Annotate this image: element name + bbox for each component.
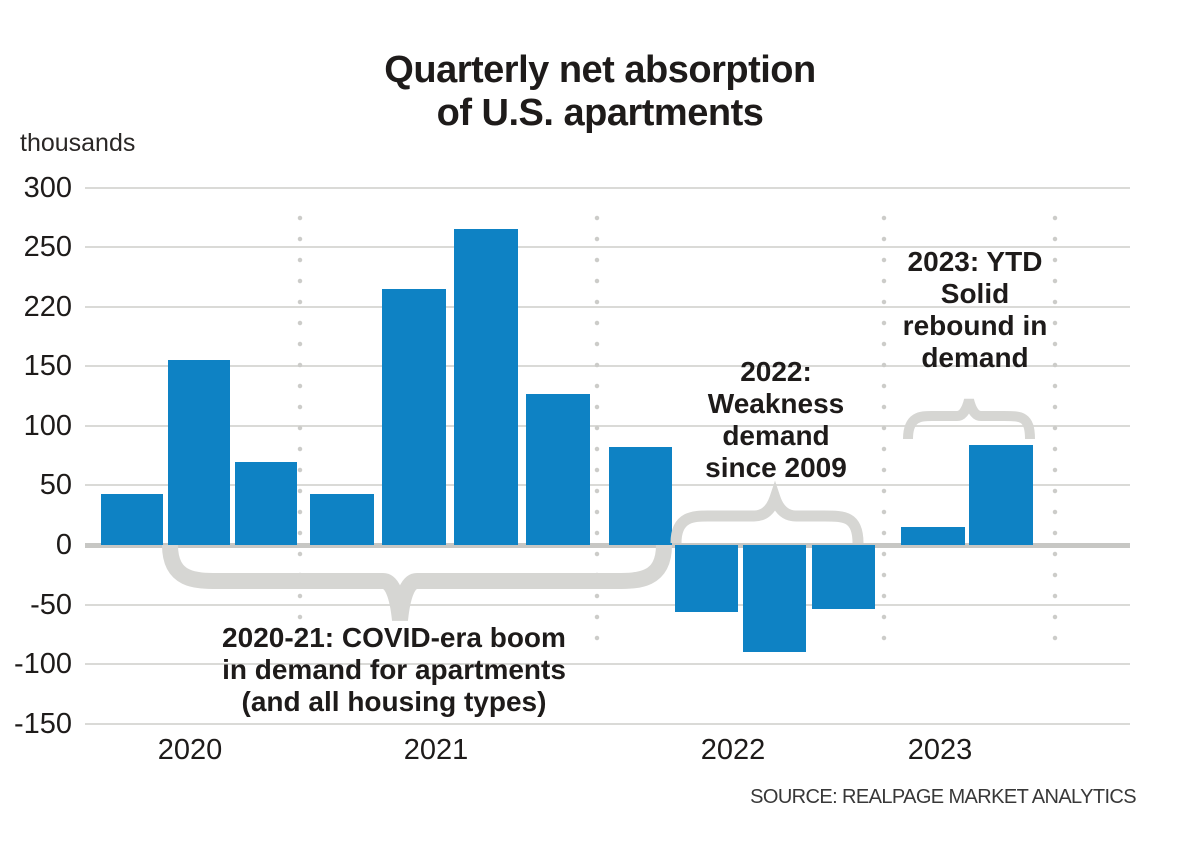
gridline-200	[85, 305, 1130, 308]
bar-2020-q1	[101, 494, 163, 545]
y-tick-label: -100	[13, 648, 72, 681]
gridline--150	[85, 722, 1130, 725]
bar-2022-q1	[609, 447, 672, 545]
bar-2021-q4	[526, 394, 590, 545]
annotation-line: 2023: YTD	[907, 246, 1043, 277]
bar-2023-q1	[901, 527, 965, 545]
gridline-300	[85, 186, 1130, 189]
annotation-brace-weak-2022	[670, 480, 864, 544]
gridline-100	[85, 424, 1130, 427]
gridline-150	[85, 365, 1130, 368]
bar-2021-q2	[382, 289, 446, 545]
x-axis-year-label: 2023	[907, 734, 973, 766]
bar-2020-q2	[168, 360, 230, 545]
annotation-line: Weakness	[707, 388, 845, 419]
annotation-line: demand	[722, 420, 830, 451]
x-axis-year-label: 2020	[157, 734, 223, 766]
y-axis-unit-label: thousands	[20, 129, 136, 157]
annotation-line: in demand for apartments	[222, 654, 566, 685]
annotation-weak-2022: 2022: Weakness demand since 2009	[626, 356, 926, 484]
annotation-line: (and all housing types)	[241, 686, 547, 717]
y-tick-label: 300	[23, 171, 72, 204]
annotation-rebound-2023: 2023: YTD Solid rebound in demand	[825, 246, 1125, 374]
source-credit: SOURCE: REALPAGE MARKET ANALYTICS	[750, 786, 1136, 808]
y-tick-label: 220	[23, 290, 72, 323]
annotation-line: demand	[921, 342, 1029, 373]
annotation-line: since 2009	[705, 452, 847, 483]
y-tick-label: 150	[23, 350, 72, 383]
bar-2021-q3	[454, 229, 518, 545]
annotation-brace-rebound-2023	[903, 398, 1035, 440]
annotation-line: 2022:	[740, 356, 812, 387]
gridline--50	[85, 603, 1130, 606]
bar-2022-q3	[743, 545, 806, 652]
annotation-line: rebound in	[902, 310, 1048, 341]
bar-2023-q2	[969, 445, 1033, 545]
annotation-line: Solid	[940, 278, 1010, 309]
bar-2022-q4	[812, 545, 875, 609]
annotation-brace-boom-2020-21	[162, 544, 672, 621]
gridline-250	[85, 246, 1130, 249]
y-tick-label: 0	[55, 529, 72, 561]
y-tick-label: -50	[30, 588, 72, 621]
x-axis-year-label: 2021	[403, 734, 469, 766]
y-tick-label: 50	[39, 469, 72, 502]
bar-2020-q3	[235, 462, 297, 545]
page-title: Quarterly net absorption of U.S. apartme…	[0, 49, 1200, 135]
y-tick-label: 250	[23, 231, 72, 264]
page-title-line-2: of U.S. apartments	[436, 92, 764, 134]
page-title-line-1: Quarterly net absorption	[384, 49, 816, 91]
gridline--100	[85, 663, 1130, 666]
annotation-boom-2020-21: 2020-21: COVID-era boom in demand for apa…	[164, 622, 624, 718]
bar-2021-q1	[310, 494, 374, 545]
y-tick-label: 100	[23, 409, 72, 442]
x-axis-year-label: 2022	[700, 734, 766, 766]
bar-2022-q2	[675, 545, 738, 612]
y-tick-label: -150	[13, 707, 72, 740]
gridline-50	[85, 484, 1130, 487]
annotation-line: 2020-21: COVID-era boom	[222, 622, 566, 653]
